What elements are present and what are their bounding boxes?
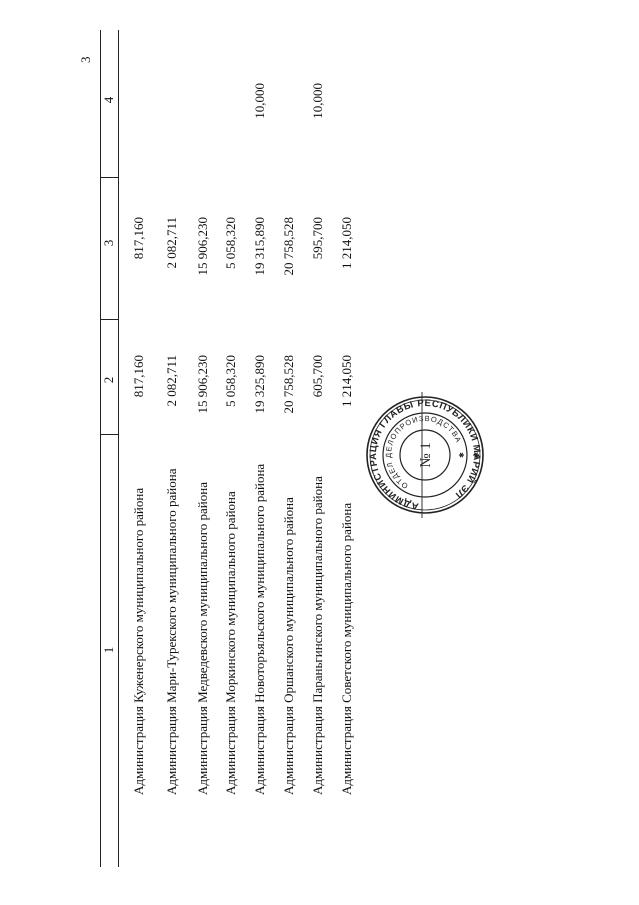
row-col3: 20 758,528 xyxy=(281,217,296,276)
row-col2: 2 082,711 xyxy=(164,355,179,407)
column-divider xyxy=(100,176,118,178)
row-col2: 19 325,890 xyxy=(252,355,267,414)
row-name: Администрация Новоторъяльского муниципал… xyxy=(252,463,267,795)
row-name: Администрация Куженерского муниципальног… xyxy=(131,487,146,795)
row-name: Администрация Моркинского муниципального… xyxy=(223,491,238,795)
row-col2: 5 058,320 xyxy=(223,355,238,407)
row-name: Администрация Параньгинского муниципальн… xyxy=(310,476,325,795)
row-name: Администрация Советского муниципального … xyxy=(339,502,354,795)
row-col3: 19 315,890 xyxy=(252,217,267,276)
header-col-3: 3 xyxy=(101,239,116,247)
table-row: Администрация Моркинского муниципального… xyxy=(221,0,241,905)
header-col-2: 2 xyxy=(101,376,116,384)
row-name: Администрация Мари-Турекского муниципаль… xyxy=(164,468,179,795)
table-row: Администрация Советского муниципального … xyxy=(337,0,357,905)
row-col4: 10,000 xyxy=(252,83,267,119)
header-col-1: 1 xyxy=(101,646,116,654)
table-top-border xyxy=(100,30,102,867)
official-stamp: АДМИНИСТРАЦИЯ ГЛАВЫ РЕСПУБЛИКИ МАРИЙ ЭЛ … xyxy=(366,392,484,518)
row-name: Администрация Медведевского муниципально… xyxy=(195,482,210,795)
row-col2: 1 214,050 xyxy=(339,355,354,407)
row-col3: 15 906,230 xyxy=(195,217,210,276)
stamp-outer-ring xyxy=(366,396,484,514)
page-number: 3 xyxy=(78,56,93,64)
table-row: Администрация Новоторъяльского муниципал… xyxy=(250,0,270,905)
star-icon: ✱ xyxy=(458,452,466,458)
row-col3: 5 058,320 xyxy=(223,217,238,269)
column-divider xyxy=(100,318,118,320)
row-col3: 817,160 xyxy=(131,217,146,260)
row-col3: 1 214,050 xyxy=(339,217,354,269)
table-row: Администрация Оршанского муниципального … xyxy=(279,0,299,905)
header-col-4: 4 xyxy=(101,96,116,104)
column-divider xyxy=(100,433,118,435)
table-row: Администрация Параньгинского муниципальн… xyxy=(308,0,328,905)
row-col2: 20 758,528 xyxy=(281,355,296,414)
row-col2: 15 906,230 xyxy=(195,355,210,414)
star-icon: ✱ xyxy=(472,451,481,458)
row-col4: 10,000 xyxy=(310,83,325,119)
row-col2: 817,160 xyxy=(131,355,146,398)
row-col3: 595,700 xyxy=(310,217,325,260)
stamp-center-number: № 1 xyxy=(418,442,434,468)
row-col2: 605,700 xyxy=(310,355,325,398)
table-row: Администрация Куженерского муниципальног… xyxy=(129,0,149,905)
row-name: Администрация Оршанского муниципального … xyxy=(281,497,296,795)
table-row: Администрация Мари-Турекского муниципаль… xyxy=(162,0,182,905)
table-row: Администрация Медведевского муниципально… xyxy=(193,0,213,905)
header-bottom-border xyxy=(118,30,120,867)
row-col3: 2 082,711 xyxy=(164,217,179,269)
